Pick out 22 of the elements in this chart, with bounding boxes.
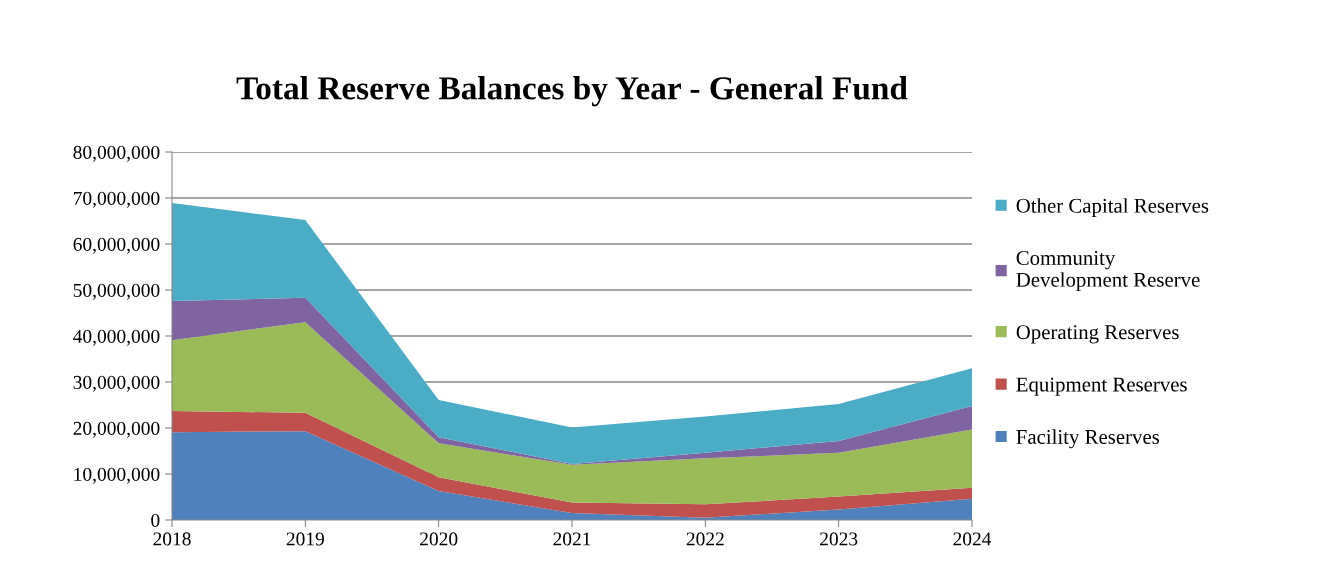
legend-label: Operating Reserves — [1016, 325, 1179, 344]
y-tick-label: 20,000,000 — [73, 421, 160, 438]
legend-label: Community Development Reserve — [1016, 250, 1200, 292]
legend-label: Facility Reserves — [1016, 429, 1160, 449]
legend-label: Other Capital Reserves — [1016, 198, 1209, 218]
y-tick-label: 0 — [151, 513, 160, 527]
y-tick-label: 60,000,000 — [73, 237, 160, 254]
x-tick-label: 2022 — [686, 532, 724, 546]
y-tick-label: 50,000,000 — [73, 283, 160, 300]
y-tick-label: 80,000,000 — [73, 145, 160, 162]
x-tick-label: 2019 — [286, 532, 324, 546]
y-tick-label: 70,000,000 — [73, 191, 160, 208]
chart-title: Total Reserve Balances by Year - General Fund — [236, 76, 908, 107]
y-tick-label: 40,000,000 — [73, 329, 160, 346]
legend-label: Equipment Reserves — [1016, 377, 1187, 396]
x-tick-label: 2020 — [420, 532, 458, 546]
x-tick-label: 2018 — [153, 532, 191, 546]
x-tick-label: 2023 — [820, 532, 858, 546]
y-tick-label: 10,000,000 — [74, 467, 160, 484]
x-tick-label: 2024 — [953, 532, 992, 546]
x-tick-label: 2021 — [553, 532, 591, 546]
y-tick-label: 30,000,000 — [73, 375, 160, 392]
